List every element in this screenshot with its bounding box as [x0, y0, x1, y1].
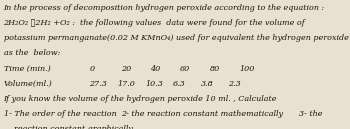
Text: as the  below:: as the below:: [4, 49, 60, 57]
Text: 10.3: 10.3: [145, 80, 163, 88]
Text: 0: 0: [89, 65, 94, 73]
Text: 100: 100: [240, 65, 255, 73]
Text: 2H₂O₂ ⌅2H₂ +O₂ :  the following values  data were found for the volume of: 2H₂O₂ ⌅2H₂ +O₂ : the following values da…: [4, 19, 305, 27]
Text: Time (min.): Time (min.): [4, 65, 50, 73]
Text: 1- The order of the reaction: 1- The order of the reaction: [4, 110, 116, 118]
Text: 27.3: 27.3: [89, 80, 107, 88]
Text: 60: 60: [180, 65, 190, 73]
Text: 80: 80: [210, 65, 220, 73]
Text: In the process of decomposition hydrogen peroxide according to the equation :: In the process of decomposition hydrogen…: [4, 4, 325, 12]
Text: 3- the: 3- the: [299, 110, 323, 118]
Text: 17.0: 17.0: [117, 80, 135, 88]
Text: potassium permanganate(0.02 M KMnO₄) used for equivalent the hydrogen peroxide: potassium permanganate(0.02 M KMnO₄) use…: [4, 34, 348, 42]
Text: 20: 20: [121, 65, 131, 73]
Text: If you know the volume of the hydrogen peroxide 10 ml. , Calculate: If you know the volume of the hydrogen p…: [4, 95, 277, 103]
Text: reaction constant graphically: reaction constant graphically: [14, 125, 133, 129]
Text: 3.8: 3.8: [201, 80, 214, 88]
Text: 2- the reaction constant mathematically: 2- the reaction constant mathematically: [121, 110, 283, 118]
Text: 2.3: 2.3: [228, 80, 241, 88]
Text: 40: 40: [150, 65, 161, 73]
Text: 6.3: 6.3: [173, 80, 186, 88]
Text: Volume(ml.): Volume(ml.): [4, 80, 52, 88]
